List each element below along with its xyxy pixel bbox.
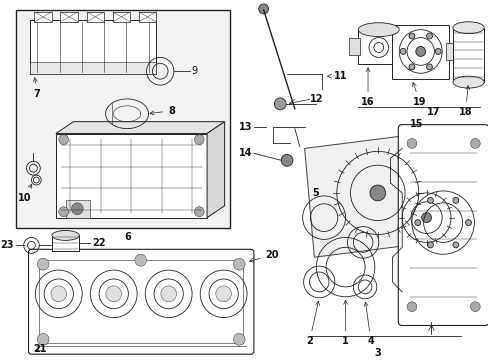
Circle shape bbox=[59, 135, 68, 144]
Text: 11: 11 bbox=[327, 71, 346, 81]
Bar bbox=[452, 28, 483, 82]
Bar bbox=[445, 42, 457, 60]
Circle shape bbox=[258, 4, 268, 14]
Circle shape bbox=[427, 197, 432, 203]
Circle shape bbox=[465, 220, 470, 226]
Circle shape bbox=[59, 207, 68, 217]
Circle shape bbox=[194, 207, 203, 217]
Text: 18: 18 bbox=[458, 86, 471, 117]
Text: 12: 12 bbox=[309, 94, 323, 104]
Circle shape bbox=[233, 258, 244, 270]
Text: 23: 23 bbox=[0, 240, 14, 250]
Text: 6: 6 bbox=[124, 231, 131, 242]
Circle shape bbox=[421, 213, 430, 222]
Text: 5: 5 bbox=[312, 188, 319, 198]
Circle shape bbox=[399, 49, 405, 54]
Ellipse shape bbox=[52, 230, 79, 240]
FancyBboxPatch shape bbox=[397, 125, 488, 325]
Circle shape bbox=[135, 254, 146, 266]
Text: 19: 19 bbox=[412, 82, 426, 107]
Circle shape bbox=[51, 286, 66, 302]
Ellipse shape bbox=[358, 23, 398, 37]
Bar bbox=[391, 25, 448, 79]
Text: 7: 7 bbox=[33, 78, 40, 99]
Text: 14: 14 bbox=[239, 148, 252, 158]
FancyBboxPatch shape bbox=[28, 249, 253, 354]
Circle shape bbox=[369, 185, 385, 201]
Bar bbox=[348, 37, 360, 55]
Polygon shape bbox=[206, 122, 224, 218]
Circle shape bbox=[161, 286, 176, 302]
Bar bbox=[65, 200, 90, 218]
Circle shape bbox=[469, 139, 479, 148]
Text: 9: 9 bbox=[191, 66, 197, 76]
Circle shape bbox=[215, 286, 231, 302]
Circle shape bbox=[406, 139, 416, 148]
Text: 1: 1 bbox=[342, 300, 348, 346]
Bar bbox=[139, 12, 156, 22]
Circle shape bbox=[452, 197, 458, 203]
Circle shape bbox=[71, 203, 83, 215]
Circle shape bbox=[434, 49, 440, 54]
Circle shape bbox=[106, 286, 122, 302]
Circle shape bbox=[414, 220, 420, 226]
Bar bbox=[29, 20, 156, 74]
Polygon shape bbox=[304, 129, 469, 257]
Circle shape bbox=[37, 333, 49, 345]
Circle shape bbox=[415, 46, 425, 57]
Circle shape bbox=[281, 154, 292, 166]
Text: 8: 8 bbox=[150, 106, 175, 116]
Circle shape bbox=[452, 242, 458, 248]
Bar bbox=[358, 30, 398, 64]
Circle shape bbox=[194, 135, 203, 144]
Text: 20: 20 bbox=[249, 250, 279, 262]
Polygon shape bbox=[56, 122, 224, 134]
Bar bbox=[16, 10, 230, 228]
Circle shape bbox=[426, 64, 431, 70]
Circle shape bbox=[274, 98, 285, 110]
Text: 4: 4 bbox=[364, 302, 374, 346]
Bar bbox=[39, 260, 243, 343]
Circle shape bbox=[408, 33, 414, 39]
Text: 21: 21 bbox=[33, 344, 47, 354]
Circle shape bbox=[408, 64, 414, 70]
Text: 3: 3 bbox=[374, 348, 380, 358]
Text: 22: 22 bbox=[92, 238, 105, 248]
Bar bbox=[86, 12, 104, 22]
Bar bbox=[61, 12, 78, 22]
Bar bbox=[112, 12, 130, 22]
Text: 17: 17 bbox=[426, 107, 439, 117]
Circle shape bbox=[406, 302, 416, 312]
Circle shape bbox=[427, 242, 432, 248]
Circle shape bbox=[37, 258, 49, 270]
Text: 13: 13 bbox=[239, 122, 252, 132]
Text: 2: 2 bbox=[305, 301, 319, 346]
Bar bbox=[56, 134, 206, 218]
Bar bbox=[29, 62, 156, 74]
Text: 15: 15 bbox=[409, 119, 423, 129]
Text: 10: 10 bbox=[18, 184, 32, 203]
Circle shape bbox=[426, 33, 431, 39]
Bar bbox=[52, 235, 79, 251]
Text: 16: 16 bbox=[361, 68, 374, 107]
Ellipse shape bbox=[452, 76, 483, 88]
Circle shape bbox=[469, 302, 479, 312]
Circle shape bbox=[233, 333, 244, 345]
Bar bbox=[34, 12, 52, 22]
Ellipse shape bbox=[452, 22, 483, 33]
